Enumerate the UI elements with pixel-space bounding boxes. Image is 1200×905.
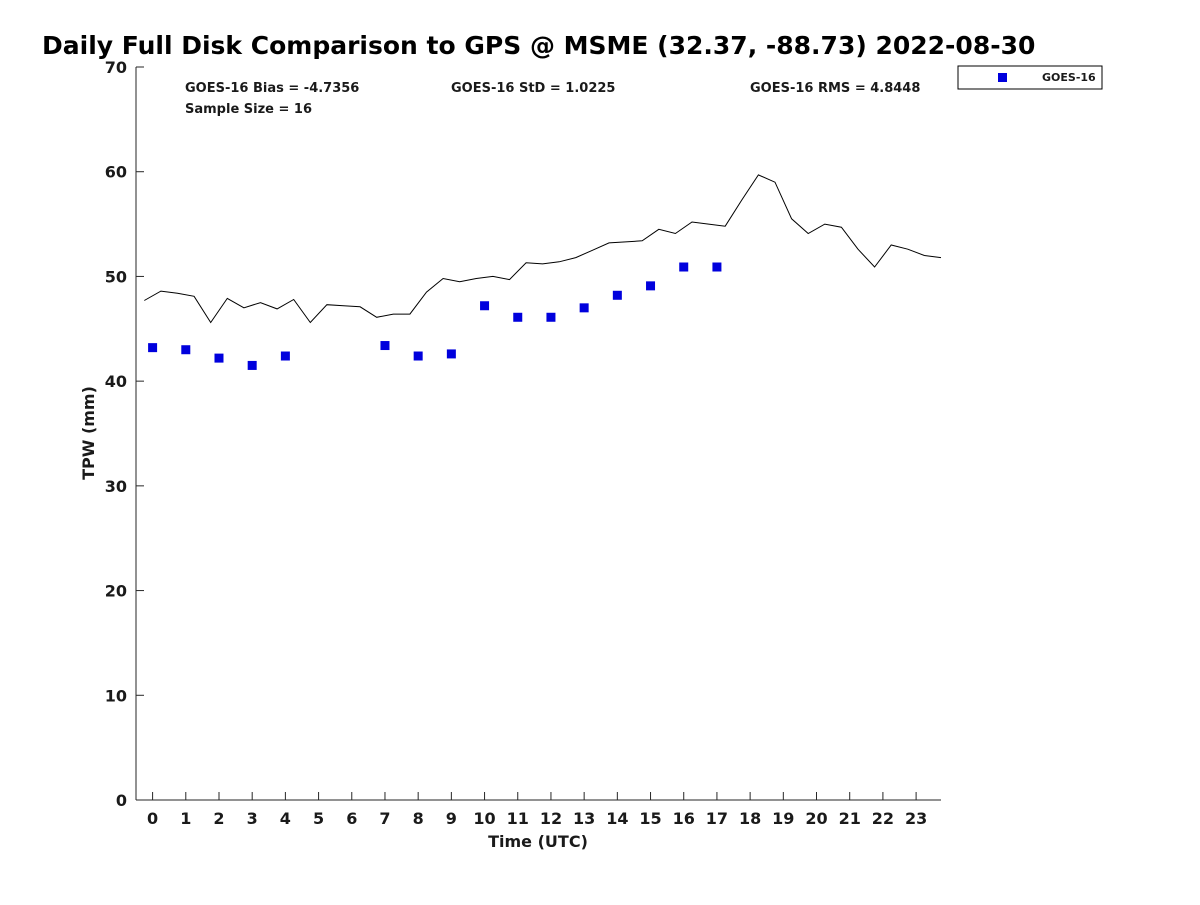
goes16-point — [546, 312, 556, 322]
y-tick-label: 50 — [105, 267, 127, 286]
legend-label-goes16: GOES-16 — [1042, 71, 1096, 84]
goes16-point — [214, 353, 224, 363]
stat-bias: GOES-16 Bias = -4.7356 — [185, 81, 359, 96]
goes16-point — [480, 301, 490, 311]
x-tick-label: 2 — [213, 809, 224, 828]
stat-std: GOES-16 StD = 1.0225 — [451, 81, 615, 96]
x-tick-label: 13 — [573, 809, 595, 828]
x-tick-label: 18 — [739, 809, 761, 828]
goes16-point — [513, 312, 523, 322]
stat-sample-size: Sample Size = 16 — [185, 102, 312, 117]
legend-box — [957, 65, 1103, 90]
goes16-points — [148, 262, 722, 370]
x-tick-label: 1 — [180, 809, 191, 828]
y-tick-label: 40 — [105, 372, 127, 391]
legend: GOES-16 — [957, 65, 1103, 90]
goes16-point — [646, 281, 656, 291]
chart-title: Daily Full Disk Comparison to GPS @ MSME… — [42, 31, 1035, 60]
goes16-point — [247, 360, 257, 370]
x-tick-label: 6 — [346, 809, 357, 828]
goes16-point — [712, 262, 722, 272]
gps-line-series — [144, 174, 942, 324]
x-tick-label: 4 — [280, 809, 291, 828]
goes16-point — [181, 345, 191, 355]
x-tick-label: 22 — [872, 809, 894, 828]
x-tick-label: 12 — [540, 809, 562, 828]
x-tick-label: 10 — [473, 809, 495, 828]
x-tick-label: 9 — [446, 809, 457, 828]
x-tick-label: 19 — [772, 809, 794, 828]
x-tick-label: 16 — [673, 809, 695, 828]
x-tick-label: 20 — [805, 809, 827, 828]
y-axis-label: TPW (mm) — [79, 386, 98, 480]
x-tick-label: 7 — [379, 809, 390, 828]
x-tick-label: 5 — [313, 809, 324, 828]
y-tick-label: 30 — [105, 477, 127, 496]
x-tick-label: 0 — [147, 809, 158, 828]
y-tick-label: 20 — [105, 582, 127, 601]
goes16-point — [679, 262, 689, 272]
x-tick-label: 3 — [247, 809, 258, 828]
x-tick-label: 14 — [606, 809, 628, 828]
gps-line — [144, 174, 942, 324]
goes16-point — [413, 351, 423, 361]
x-axis-label: Time (UTC) — [488, 832, 588, 851]
goes16-point — [380, 341, 390, 351]
goes16-point — [148, 343, 158, 353]
x-tick-label: 11 — [507, 809, 529, 828]
goes16-point — [612, 290, 622, 300]
y-tick-label: 0 — [116, 791, 127, 810]
stat-rms: GOES-16 RMS = 4.8448 — [750, 81, 920, 96]
x-tick-label: 23 — [905, 809, 927, 828]
x-tick-label: 17 — [706, 809, 728, 828]
x-tick-label: 21 — [839, 809, 861, 828]
y-tick-label: 70 — [105, 58, 127, 77]
goes16-point — [579, 303, 589, 313]
y-tick-label: 10 — [105, 686, 127, 705]
goes16-point — [446, 349, 456, 359]
y-tick-label: 60 — [105, 163, 127, 182]
x-tick-label: 15 — [639, 809, 661, 828]
x-tick-label: 8 — [413, 809, 424, 828]
goes16-point — [280, 351, 290, 361]
legend-marker-goes16 — [998, 73, 1007, 82]
